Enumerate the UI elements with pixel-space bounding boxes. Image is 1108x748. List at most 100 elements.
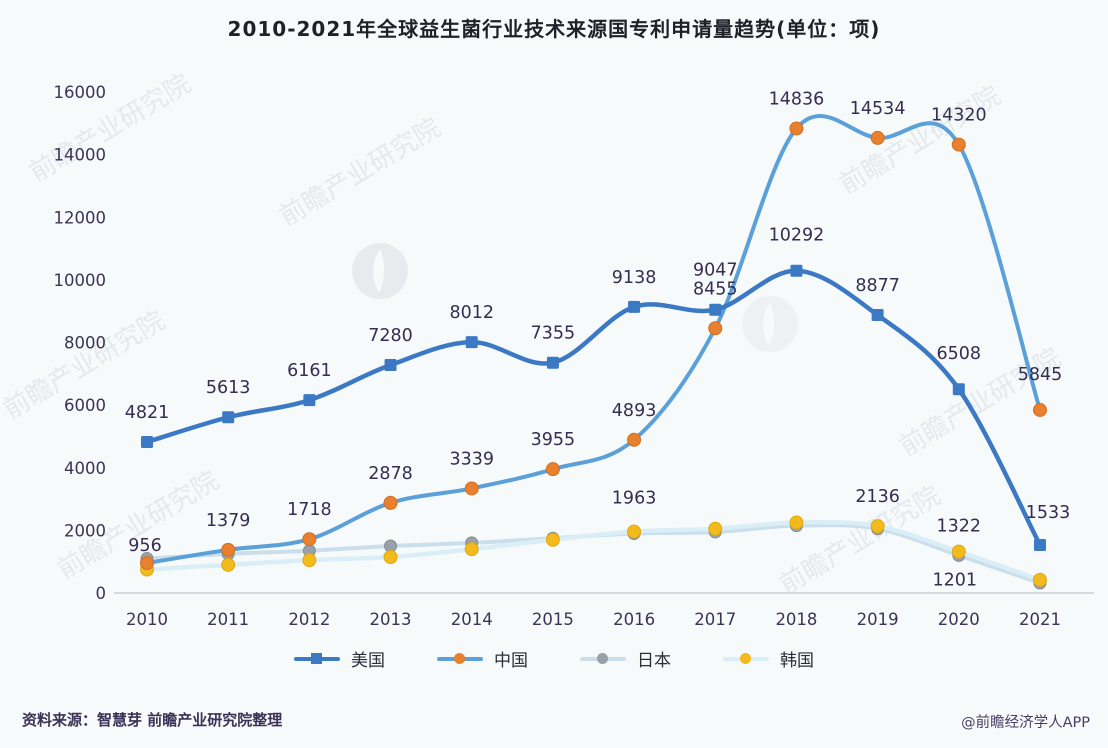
series-line-china [145, 114, 1042, 566]
data-label-china-2013: 2878 [368, 464, 413, 484]
data-label-china-2012: 1718 [287, 500, 332, 520]
legend-label-korea: 韩国 [780, 651, 814, 671]
marker-korea-2020 [951, 544, 966, 559]
data-label-china-2010: 956 [128, 536, 161, 556]
legend: 美国 中国 日本 韩国 [0, 646, 1108, 671]
marker-china-2020 [951, 137, 966, 152]
data-label-usa-2019: 8877 [855, 276, 900, 296]
x-tick-label: 2016 [613, 610, 655, 629]
credit-note: @前瞻经济学人APP [961, 715, 1090, 731]
marker-usa-2011 [222, 411, 235, 424]
marker-korea-2016 [627, 524, 642, 539]
marker-china-2015 [545, 462, 560, 477]
y-tick-label: 12000 [54, 208, 107, 227]
marker-usa-2015 [546, 356, 559, 369]
legend-swatch-china [437, 652, 483, 665]
y-tick-label: 4000 [64, 459, 106, 478]
marker-usa-2017 [709, 303, 722, 316]
marker-korea-2021 [1032, 572, 1047, 587]
x-tick-label: 2012 [288, 610, 330, 629]
data-label-usa-2014: 8012 [449, 303, 494, 323]
data-label-china-2020: 14320 [931, 106, 987, 126]
marker-usa-2014 [465, 336, 478, 349]
legend-item-china: 中国 [437, 646, 528, 671]
legend-item-korea: 韩国 [723, 646, 814, 671]
data-label-usa-2021: 1533 [1026, 503, 1071, 523]
x-tick-label: 2015 [532, 610, 574, 629]
x-tick-label: 2017 [694, 610, 736, 629]
marker-usa-2012 [303, 394, 316, 407]
chart-plot: 0 2000 4000 6000 8000 10000 12000 14000 16000 201… [54, 83, 1094, 629]
legend-item-usa: 美国 [294, 646, 385, 671]
marker-china-2014 [464, 481, 479, 496]
marker-usa-2019 [871, 309, 884, 322]
x-tick-label: 2018 [775, 610, 817, 629]
marker-china-2016 [627, 432, 642, 447]
marker-korea-2011 [221, 557, 236, 572]
marker-china-2012 [302, 532, 317, 547]
marker-korea-2019 [870, 519, 885, 534]
data-label-korea-2016: 1963 [612, 489, 657, 509]
data-label-usa-2016: 9138 [612, 268, 657, 288]
legend-marker-china [454, 653, 465, 664]
legend-label-japan: 日本 [637, 651, 671, 671]
chart-title: 2010-2021年全球益生菌行业技术来源国专利申请量趋势(单位：项) [227, 17, 881, 41]
marker-korea-2013 [383, 549, 398, 564]
y-tick-label: 0 [96, 584, 107, 603]
legend-swatch-japan [580, 652, 626, 665]
data-label-usa-2020: 6508 [937, 344, 982, 364]
data-label-china-2014: 3339 [449, 449, 494, 469]
y-tick-label: 10000 [54, 271, 107, 290]
data-label-usa-2017: 9047 [693, 261, 738, 281]
data-label-china-2019: 14534 [850, 99, 906, 119]
legend-marker-japan [597, 653, 608, 664]
data-label-japan-2020: 1201 [933, 570, 978, 590]
data-label-usa-2012: 6161 [287, 361, 332, 381]
marker-china-2013 [383, 495, 398, 510]
marker-usa-2013 [384, 359, 397, 372]
legend-label-china: 中国 [494, 651, 528, 671]
marker-korea-2014 [464, 542, 479, 557]
data-label-usa-2013: 7280 [368, 326, 413, 346]
series-line-korea [144, 519, 1043, 583]
legend-marker-usa [311, 653, 322, 664]
y-tick-label: 16000 [54, 83, 107, 102]
marker-korea-2017 [708, 521, 723, 536]
marker-usa-2010 [141, 436, 153, 449]
data-label-china-2017: 8455 [693, 279, 738, 299]
legend-swatch-usa [294, 652, 340, 665]
source-note: 资料来源：智慧芽 前瞻产业研究院整理 [22, 711, 283, 729]
data-label-usa-2010: 4821 [125, 403, 170, 423]
y-tick-label: 2000 [64, 521, 106, 540]
x-tick-label: 2013 [370, 610, 412, 629]
marker-korea-2015 [545, 532, 560, 547]
marker-korea-2018 [789, 515, 804, 530]
data-label-china-2015: 3955 [531, 430, 576, 450]
marker-china-2010 [140, 556, 154, 571]
data-label-china-2016: 4893 [612, 401, 657, 421]
data-label-china-2011: 1379 [206, 511, 251, 531]
marker-usa-2016 [628, 300, 641, 313]
data-label-usa-2018: 10292 [769, 226, 825, 246]
series-line-usa [144, 268, 1043, 548]
marker-usa-2020 [952, 383, 965, 396]
data-label-china-2018: 14836 [769, 89, 825, 109]
marker-china-2011 [221, 542, 236, 557]
y-tick-label: 6000 [64, 396, 106, 415]
x-tick-label: 2010 [126, 610, 168, 629]
y-tick-label: 8000 [64, 334, 106, 353]
data-label-china-2021: 5845 [1018, 365, 1063, 385]
y-tick-label: 14000 [54, 146, 107, 165]
marker-china-2017 [708, 321, 723, 336]
x-tick-label: 2020 [938, 610, 980, 629]
x-tick-label: 2021 [1019, 610, 1061, 629]
marker-china-2021 [1032, 402, 1047, 417]
data-label-korea-2019: 2136 [855, 487, 900, 507]
x-tick-label: 2019 [857, 610, 899, 629]
data-label-usa-2011: 5613 [206, 378, 251, 398]
data-label-korea-2020: 1322 [937, 517, 982, 537]
marker-china-2019 [870, 130, 885, 145]
x-tick-label: 2011 [207, 610, 249, 629]
legend-marker-korea [740, 653, 751, 664]
legend-swatch-korea [723, 652, 769, 665]
